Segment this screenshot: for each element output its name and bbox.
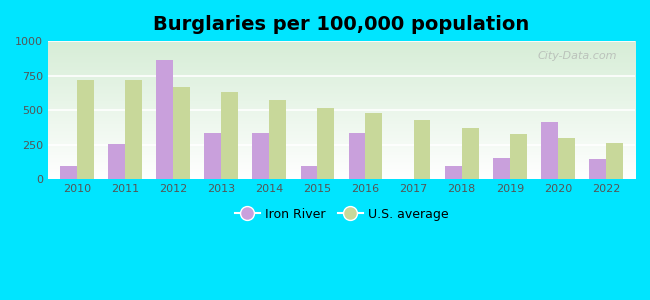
Bar <box>156 60 173 179</box>
Bar <box>541 122 558 179</box>
Text: City-Data.com: City-Data.com <box>538 51 617 61</box>
Bar <box>108 144 125 179</box>
Title: Burglaries per 100,000 population: Burglaries per 100,000 population <box>153 15 530 34</box>
Bar <box>269 100 286 179</box>
Bar <box>252 134 269 179</box>
Bar <box>493 158 510 179</box>
Bar <box>413 120 430 179</box>
Bar <box>77 80 94 179</box>
Bar <box>221 92 238 179</box>
Bar <box>317 107 334 179</box>
Bar <box>510 134 526 179</box>
Legend: Iron River, U.S. average: Iron River, U.S. average <box>229 203 453 226</box>
Bar <box>606 143 623 179</box>
Bar <box>173 87 190 179</box>
Bar <box>204 134 221 179</box>
Bar <box>125 80 142 179</box>
Bar <box>348 134 365 179</box>
Bar <box>558 138 575 179</box>
Bar <box>445 166 461 179</box>
Bar <box>365 113 382 179</box>
Bar <box>462 128 478 179</box>
Bar <box>300 166 317 179</box>
Bar <box>60 166 77 179</box>
Bar <box>590 159 606 179</box>
